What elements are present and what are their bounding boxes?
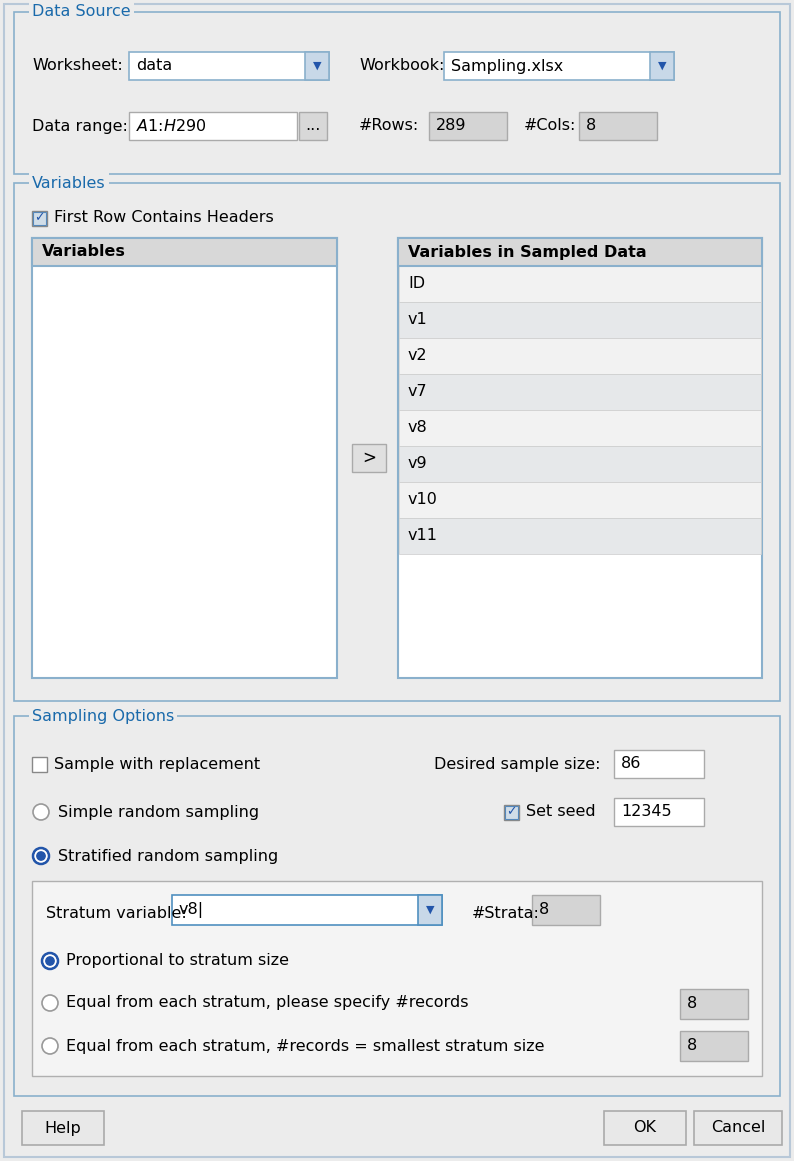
- Text: 8: 8: [539, 902, 549, 917]
- Text: Cancel: Cancel: [711, 1120, 765, 1135]
- Bar: [399, 374, 761, 410]
- Bar: [399, 410, 761, 446]
- Bar: [399, 302, 761, 338]
- Text: Stratum variable:: Stratum variable:: [46, 906, 187, 921]
- Text: v8: v8: [408, 420, 428, 435]
- Text: Stratified random sampling: Stratified random sampling: [58, 849, 278, 864]
- Bar: [504, 805, 519, 820]
- Bar: [398, 238, 762, 678]
- Bar: [399, 482, 761, 518]
- Bar: [399, 338, 761, 374]
- Text: Variables in Sampled Data: Variables in Sampled Data: [408, 245, 646, 260]
- Text: >: >: [362, 449, 376, 467]
- Text: Simple random sampling: Simple random sampling: [58, 805, 259, 820]
- Text: Data range:: Data range:: [32, 118, 128, 134]
- Text: OK: OK: [634, 1120, 657, 1135]
- Bar: [22, 1111, 104, 1145]
- Bar: [129, 111, 297, 140]
- Bar: [33, 211, 46, 224]
- Bar: [129, 52, 329, 80]
- Text: Sample with replacement: Sample with replacement: [54, 757, 260, 772]
- Circle shape: [37, 852, 45, 860]
- Bar: [694, 1111, 782, 1145]
- Bar: [14, 716, 780, 1096]
- Bar: [604, 1111, 686, 1145]
- Text: v8|: v8|: [179, 902, 204, 918]
- Text: #Rows:: #Rows:: [359, 118, 419, 134]
- Text: Variables: Variables: [32, 175, 106, 190]
- Text: ✓: ✓: [507, 806, 517, 819]
- Bar: [32, 238, 337, 678]
- Bar: [299, 111, 327, 140]
- Text: 8: 8: [687, 1038, 697, 1053]
- Bar: [505, 806, 518, 819]
- Text: v1: v1: [408, 312, 428, 327]
- Bar: [399, 266, 761, 302]
- Text: First Row Contains Headers: First Row Contains Headers: [54, 210, 274, 225]
- Text: Workbook:: Workbook:: [359, 58, 445, 73]
- Text: Equal from each stratum, #records = smallest stratum size: Equal from each stratum, #records = smal…: [66, 1038, 545, 1053]
- Bar: [398, 238, 762, 266]
- Text: Worksheet:: Worksheet:: [32, 58, 123, 73]
- Bar: [32, 757, 47, 772]
- Text: Variables: Variables: [42, 245, 126, 260]
- Text: v11: v11: [408, 528, 438, 543]
- Bar: [305, 52, 329, 80]
- Text: ▼: ▼: [657, 62, 666, 71]
- Text: v7: v7: [408, 384, 428, 399]
- Text: Proportional to stratum size: Proportional to stratum size: [66, 953, 289, 968]
- Text: 86: 86: [621, 757, 642, 772]
- Circle shape: [42, 1038, 58, 1054]
- Bar: [14, 12, 780, 174]
- Text: ...: ...: [306, 118, 321, 134]
- Text: Help: Help: [44, 1120, 81, 1135]
- Text: ▼: ▼: [426, 906, 434, 915]
- Bar: [680, 989, 748, 1019]
- Bar: [352, 444, 386, 473]
- Bar: [444, 52, 674, 80]
- Circle shape: [33, 805, 49, 820]
- Text: ▼: ▼: [313, 62, 322, 71]
- Bar: [579, 111, 657, 140]
- Bar: [399, 446, 761, 482]
- Bar: [32, 210, 47, 225]
- Bar: [172, 895, 442, 925]
- Bar: [614, 798, 704, 825]
- Bar: [399, 518, 761, 554]
- Circle shape: [42, 953, 58, 969]
- Text: v9: v9: [408, 456, 428, 471]
- Text: #Strata:: #Strata:: [472, 906, 540, 921]
- Text: 8: 8: [586, 118, 596, 134]
- Bar: [680, 1031, 748, 1061]
- Text: v10: v10: [408, 492, 437, 507]
- Text: Set seed: Set seed: [526, 805, 596, 820]
- Bar: [429, 111, 507, 140]
- Bar: [418, 895, 442, 925]
- Text: Sampling Options: Sampling Options: [32, 708, 174, 723]
- Bar: [650, 52, 674, 80]
- Bar: [32, 881, 762, 1076]
- Text: Data Source: Data Source: [32, 5, 131, 20]
- Bar: [532, 895, 600, 925]
- Text: Desired sample size:: Desired sample size:: [434, 757, 600, 772]
- Bar: [14, 183, 780, 701]
- Text: Sampling.xlsx: Sampling.xlsx: [451, 58, 563, 73]
- Text: 8: 8: [687, 996, 697, 1011]
- Text: ID: ID: [408, 276, 425, 291]
- Text: Equal from each stratum, please specify #records: Equal from each stratum, please specify …: [66, 995, 468, 1010]
- Circle shape: [46, 957, 54, 965]
- Text: v2: v2: [408, 348, 428, 363]
- Text: 289: 289: [436, 118, 467, 134]
- Circle shape: [42, 995, 58, 1011]
- Text: 12345: 12345: [621, 805, 672, 820]
- Text: data: data: [136, 58, 172, 73]
- Text: ✓: ✓: [34, 211, 44, 224]
- Bar: [32, 238, 337, 266]
- Text: $A$1:$H$290: $A$1:$H$290: [136, 118, 206, 134]
- Circle shape: [33, 848, 49, 864]
- Bar: [614, 750, 704, 778]
- Text: #Cols:: #Cols:: [524, 118, 576, 134]
